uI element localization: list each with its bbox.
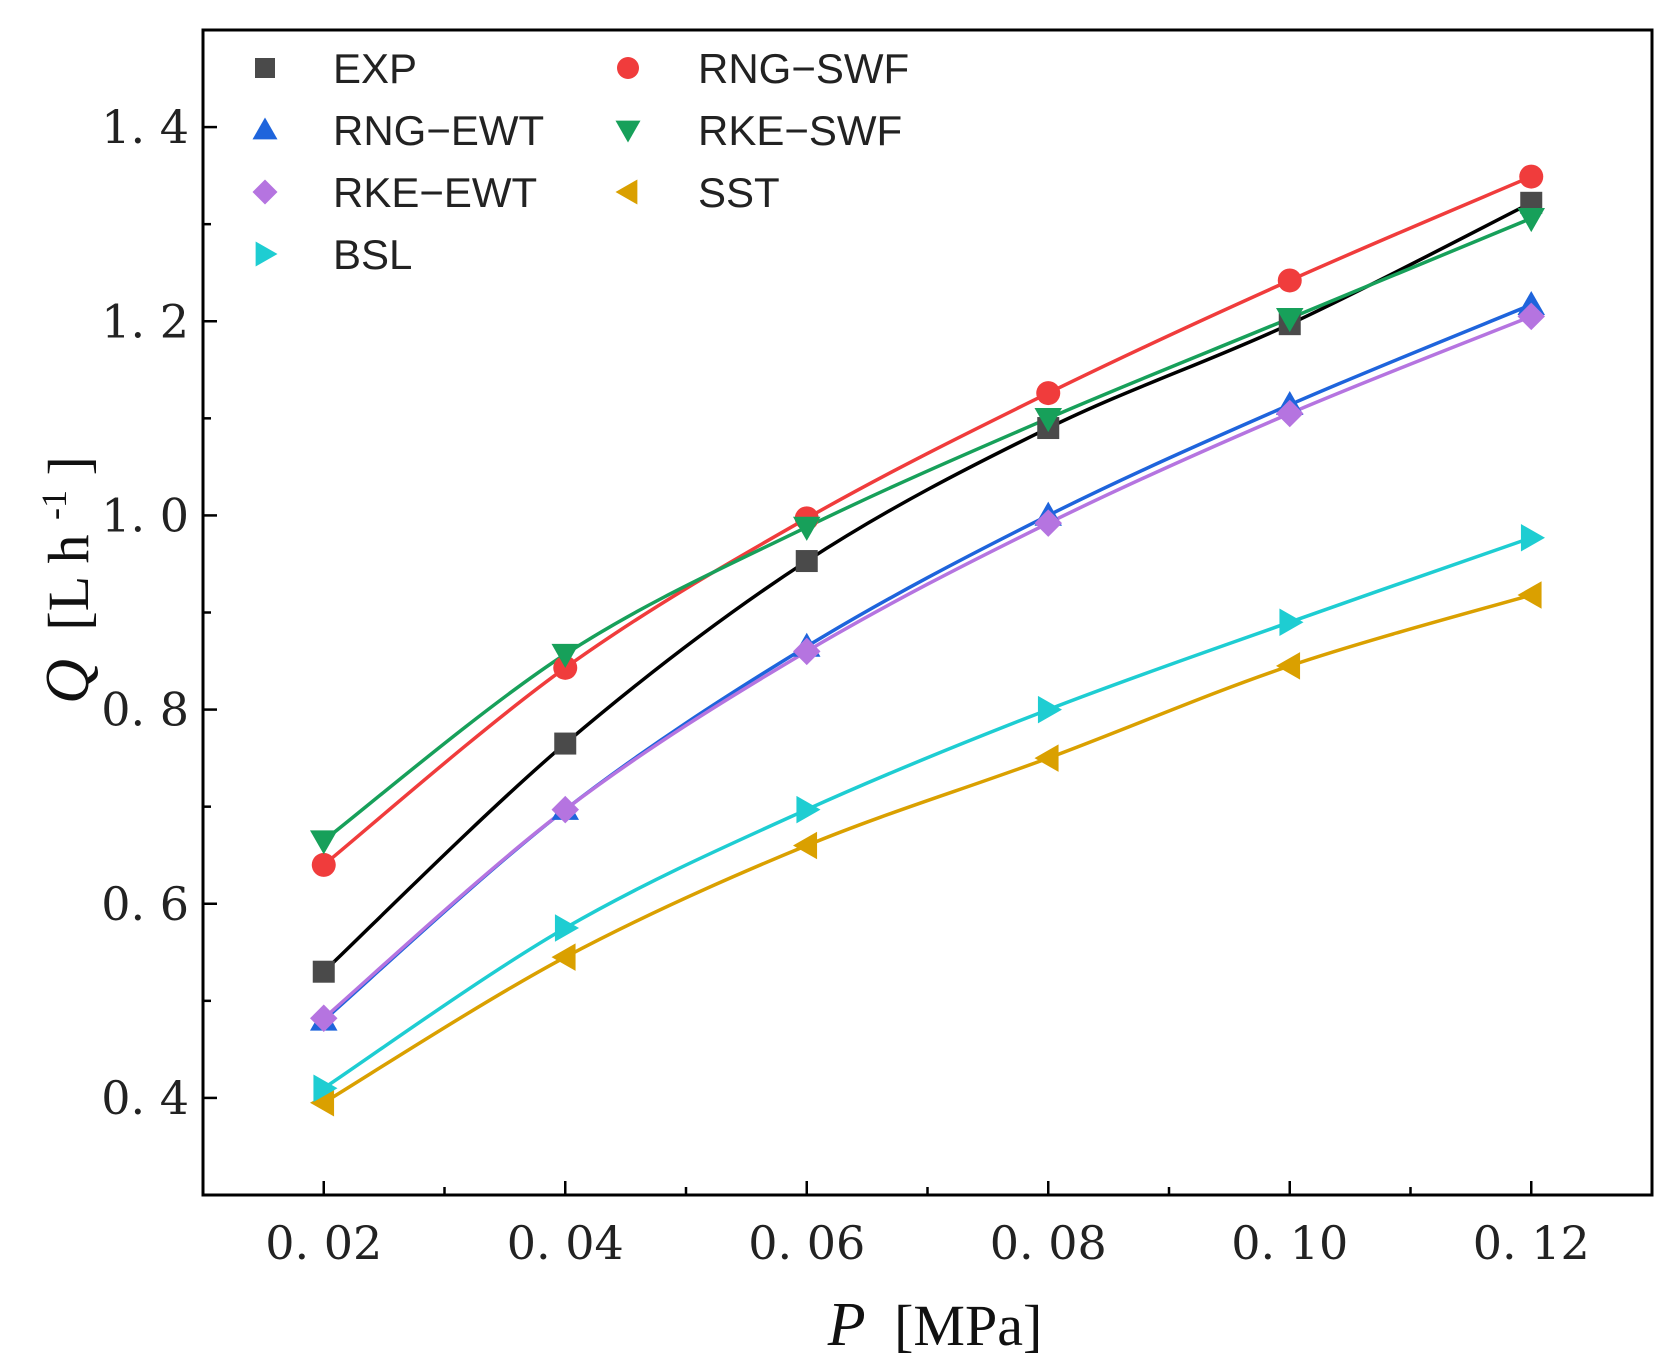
legend-entry-rke-ewt: RKE−EWT xyxy=(252,169,537,216)
fit-curve-exp xyxy=(322,201,1533,973)
fit-curve-rke-ewt xyxy=(322,314,1532,1020)
x-tick-label: 0. 12 xyxy=(1473,1216,1590,1270)
data-point-rke-ewt-4 xyxy=(1276,399,1304,428)
legend-label-rke-ewt: RKE−EWT xyxy=(333,169,537,216)
y-axis-label: Q [L h -1 ] xyxy=(14,456,102,704)
legend-entry-sst: SST xyxy=(615,169,780,216)
x-axis-label: P [MPa] xyxy=(827,1291,1043,1359)
data-point-sst-0 xyxy=(310,1089,335,1117)
data-point-sst-2 xyxy=(793,831,818,860)
x-tick-label: 0. 06 xyxy=(748,1216,865,1270)
data-point-bsl-1 xyxy=(554,914,579,942)
y-tick-label: 0. 6 xyxy=(101,877,189,931)
data-point-bsl-3 xyxy=(1037,695,1062,724)
data-point-bsl-5 xyxy=(1520,523,1545,552)
y-tick-label: 0. 4 xyxy=(101,1071,189,1125)
data-point-rng-swf-3 xyxy=(1036,381,1061,406)
data-point-bsl-2 xyxy=(796,795,821,824)
y-axis-unit-sup: -1 xyxy=(34,490,74,520)
fit-curves xyxy=(322,174,1533,1105)
data-point-sst-5 xyxy=(1517,581,1542,609)
data-point-rke-swf-5 xyxy=(1517,208,1545,233)
x-axis-unit: [MPa] xyxy=(894,1293,1042,1358)
data-point-rke-swf-3 xyxy=(1034,408,1062,433)
data-point-rke-swf-2 xyxy=(793,516,821,541)
data-point-bsl-4 xyxy=(1279,608,1304,636)
data-markers xyxy=(310,164,1545,1117)
legend-label-rng-swf: RNG−SWF xyxy=(698,45,909,92)
fit-curve-sst xyxy=(322,593,1532,1105)
legend-entry-rke-swf: RKE−SWF xyxy=(615,107,902,154)
x-axis-symbol: P xyxy=(827,1291,866,1359)
data-point-rng-swf-5 xyxy=(1519,164,1544,189)
y-tick-label: 1. 0 xyxy=(101,488,189,542)
y-axis-symbol: Q xyxy=(34,659,102,704)
data-point-sst-1 xyxy=(551,943,576,971)
legend-entry-bsl: BSL xyxy=(255,231,412,278)
data-point-rke-swf-1 xyxy=(551,643,579,668)
data-point-rke-ewt-1 xyxy=(551,795,579,824)
data-point-exp-1 xyxy=(554,732,577,755)
legend-marker-rng-ewt xyxy=(252,117,278,140)
legend-label-sst: SST xyxy=(698,169,780,216)
y-tick-label: 1. 2 xyxy=(101,294,189,348)
data-point-rng-swf-0 xyxy=(311,852,336,877)
legend-marker-exp xyxy=(255,58,275,78)
x-tick-label: 0. 04 xyxy=(507,1216,624,1270)
legend-marker-rke-ewt xyxy=(252,179,278,205)
y-tick-label: 0. 8 xyxy=(101,683,189,737)
data-point-sst-4 xyxy=(1276,652,1301,680)
y-axis-unit-close: ] xyxy=(36,456,101,475)
fit-curve-rng-swf xyxy=(322,174,1532,867)
legend-label-rke-swf: RKE−SWF xyxy=(698,107,902,154)
legend-marker-sst xyxy=(615,179,638,205)
x-tick-label: 0. 02 xyxy=(265,1216,382,1270)
data-point-exp-0 xyxy=(312,960,335,983)
y-axis-unit: [L h xyxy=(36,534,101,630)
data-point-rke-ewt-3 xyxy=(1034,509,1062,537)
data-point-rke-ewt-2 xyxy=(793,637,821,666)
legend-marker-rng-swf xyxy=(617,57,639,79)
data-point-exp-2 xyxy=(795,550,818,573)
data-point-rke-swf-0 xyxy=(310,830,338,855)
data-point-rke-swf-4 xyxy=(1276,308,1304,333)
fit-curve-rke-swf xyxy=(322,216,1532,843)
legend-entry-rng-swf: RNG−SWF xyxy=(617,45,909,92)
x-tick-label: 0. 08 xyxy=(990,1216,1107,1270)
legend-entry-exp: EXP xyxy=(255,45,417,92)
plot-background xyxy=(203,30,1652,1195)
legend-marker-bsl xyxy=(255,241,278,267)
data-point-rng-swf-4 xyxy=(1277,268,1302,293)
legend: EXP RNG−EWT RKE−EWT BSL RNG−SWF RKE−SWF SST xyxy=(252,45,909,278)
legend-entry-rng-ewt: RNG−EWT xyxy=(252,107,544,154)
x-tick-label: 0. 10 xyxy=(1231,1216,1348,1270)
fit-curve-bsl xyxy=(322,536,1532,1090)
axes: 0. 02 0. 04 0. 06 0. 08 0. 10 0. 12 0. 4 0. 6 0.… xyxy=(101,28,1654,1270)
data-point-rke-ewt-5 xyxy=(1517,302,1545,331)
legend-label-rng-ewt: RNG−EWT xyxy=(333,107,544,154)
data-point-bsl-0 xyxy=(313,1074,338,1102)
plot-area xyxy=(203,30,1652,1195)
legend-label-exp: EXP xyxy=(333,45,417,92)
data-point-sst-3 xyxy=(1034,744,1059,772)
legend-label-bsl: BSL xyxy=(333,231,412,278)
legend-marker-rke-swf xyxy=(615,120,641,143)
y-tick-label: 1. 4 xyxy=(101,100,189,154)
data-point-rke-ewt-0 xyxy=(310,1004,338,1033)
